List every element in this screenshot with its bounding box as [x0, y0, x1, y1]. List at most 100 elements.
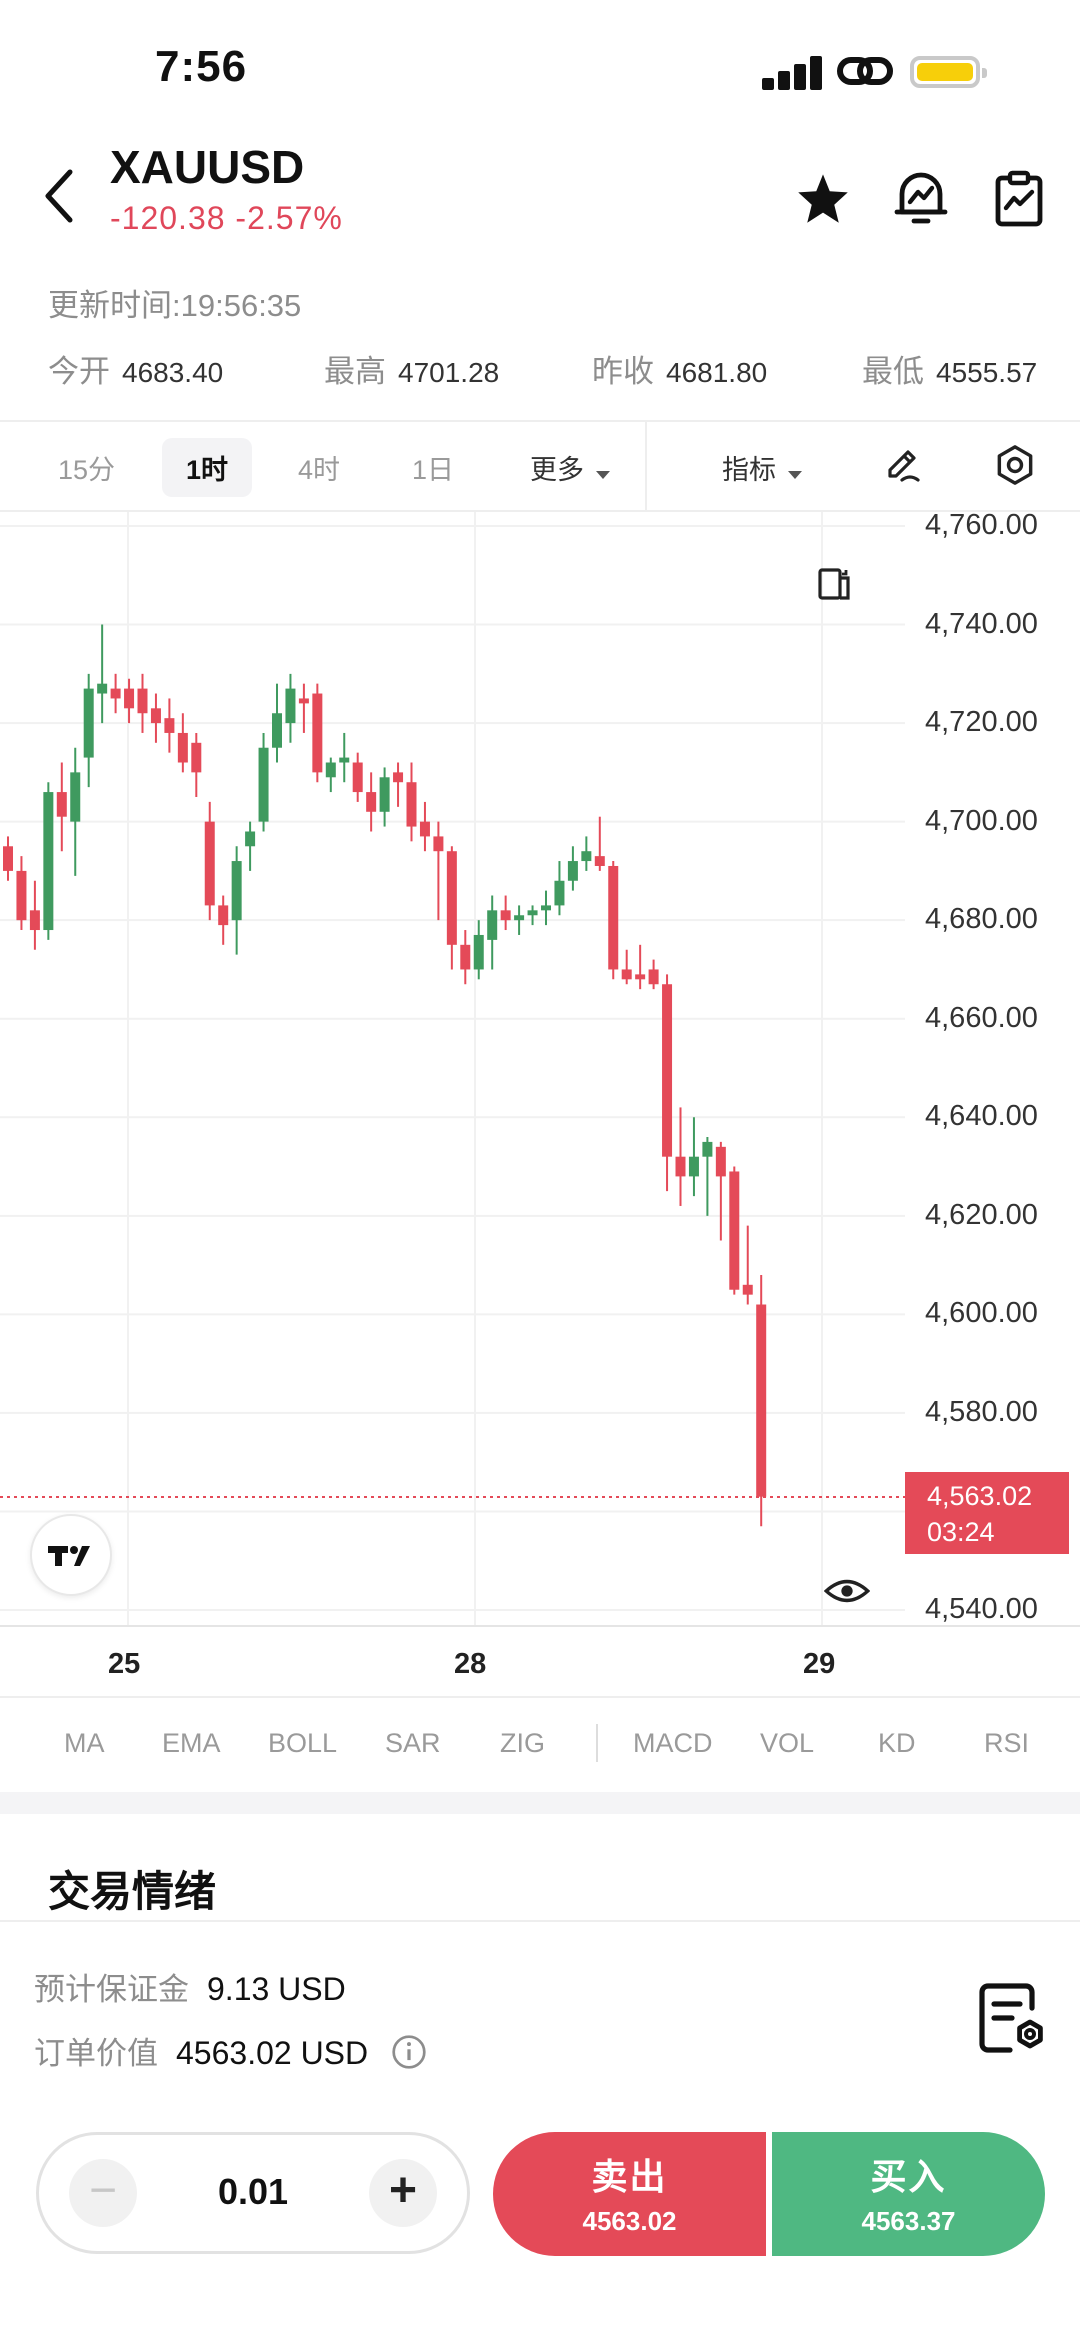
alert-icon[interactable]	[894, 168, 948, 228]
candle-body	[272, 713, 282, 748]
candle	[43, 782, 54, 940]
candle-body	[715, 1146, 726, 1177]
y-tick-label: 4,680.00	[925, 903, 1038, 936]
candle-body	[541, 905, 551, 911]
candle	[272, 683, 282, 763]
candle-body	[16, 870, 27, 921]
stat-label: 最高	[324, 354, 386, 389]
sentiment-title: 交易情绪	[48, 1868, 217, 1915]
tab-1d[interactable]: 1日	[412, 455, 455, 485]
back-icon[interactable]	[40, 166, 80, 226]
candle	[3, 836, 13, 881]
settings-icon[interactable]	[994, 444, 1036, 486]
clipboard-chart-icon[interactable]	[994, 170, 1044, 228]
candle-body	[648, 969, 659, 985]
indicator-tab-rsi[interactable]: RSI	[984, 1728, 1030, 1758]
candle	[406, 762, 417, 842]
caret-down-icon	[788, 470, 803, 479]
candle-body	[83, 688, 94, 758]
candle	[621, 949, 632, 985]
candle	[567, 846, 578, 891]
stat-label: 今开	[48, 354, 110, 389]
increase-quantity-button[interactable]: +	[369, 2159, 437, 2227]
candle-body	[352, 762, 363, 793]
indicator-tab-vol[interactable]: VOL	[760, 1728, 815, 1758]
candle	[419, 801, 430, 852]
star-icon[interactable]	[796, 172, 850, 224]
margin-value: 9.13 USD	[207, 1971, 346, 2007]
eye-icon[interactable]	[824, 1574, 870, 1608]
more-dropdown[interactable]: 更多	[530, 448, 612, 487]
indicator-tab-ma[interactable]: MA	[64, 1728, 105, 1758]
candle-body	[729, 1171, 740, 1290]
candle-body	[514, 915, 525, 921]
decrease-quantity-button[interactable]: −	[69, 2159, 137, 2227]
indicator-dropdown[interactable]: 指标	[722, 448, 804, 487]
draw-pen-icon[interactable]	[884, 446, 924, 486]
order-settings-icon[interactable]	[976, 1980, 1046, 2056]
candle	[191, 732, 202, 797]
candle	[688, 1117, 699, 1197]
candle	[83, 673, 94, 788]
stat-label: 最低	[862, 354, 924, 389]
x-tick-label: 28	[454, 1648, 487, 1680]
divider	[0, 510, 1080, 512]
more-label: 更多	[530, 455, 584, 485]
buy-label: 买入	[870, 2156, 947, 2197]
stat-open: 今开 4683.40	[48, 346, 223, 391]
candle-body	[245, 831, 256, 847]
candle-body	[43, 792, 54, 931]
divider	[0, 1696, 1080, 1698]
buy-price: 4563.37	[861, 2206, 956, 2236]
caret-down-icon	[596, 470, 611, 479]
candle	[150, 693, 161, 743]
candle	[258, 732, 269, 832]
tab-15m[interactable]: 15分	[58, 455, 116, 485]
y-tick-label: 4,540.00	[925, 1593, 1038, 1625]
candle-body	[366, 792, 377, 812]
candle-body	[675, 1156, 686, 1177]
info-icon[interactable]	[391, 2034, 427, 2070]
candle-body	[419, 821, 430, 837]
candle	[473, 920, 484, 980]
candle	[231, 846, 242, 955]
candle-body	[406, 782, 417, 827]
fullscreen-toggle-icon[interactable]	[816, 566, 852, 602]
indicator-tab-zig[interactable]: ZIG	[500, 1728, 545, 1758]
indicator-label: 指标	[722, 455, 776, 485]
buy-button[interactable]: 买入 4563.37	[772, 2132, 1045, 2256]
candle-body	[110, 688, 121, 699]
divider	[0, 1920, 1080, 1922]
candle	[594, 816, 605, 871]
candle-body	[70, 772, 81, 822]
candlestick-chart[interactable]	[0, 512, 1080, 1630]
status-time: 7:56	[155, 42, 248, 91]
candle	[648, 959, 659, 990]
y-tick-label: 4,720.00	[925, 706, 1038, 739]
indicator-tab-kd[interactable]: KD	[878, 1728, 916, 1758]
y-tick-label: 4,620.00	[925, 1198, 1038, 1231]
indicator-tab-sar[interactable]: SAR	[385, 1728, 441, 1758]
stat-value: 4681.80	[666, 357, 768, 388]
tab-4h[interactable]: 4时	[298, 455, 341, 485]
tradingview-logo[interactable]	[30, 1514, 112, 1596]
candle-body	[581, 851, 592, 862]
indicator-tab-ema[interactable]: EMA	[162, 1728, 221, 1758]
indicator-tab-macd[interactable]: MACD	[633, 1728, 713, 1758]
battery-icon	[910, 56, 987, 88]
candle	[29, 880, 40, 950]
candle-body	[473, 934, 484, 970]
order-value-label: 订单价值	[34, 2036, 158, 2071]
candle	[554, 861, 565, 916]
candle	[635, 944, 646, 990]
order-value: 4563.02 USD	[176, 2035, 369, 2071]
candle	[608, 861, 619, 980]
candle	[702, 1136, 713, 1216]
sell-button[interactable]: 卖出 4563.02	[493, 2132, 766, 2256]
candle-body	[594, 856, 605, 866]
indicator-tab-boll[interactable]: BOLL	[268, 1728, 338, 1758]
quantity-value[interactable]: 0.01	[217, 2171, 289, 2212]
candle-body	[97, 683, 108, 694]
signal-icon	[762, 56, 822, 90]
tab-1h[interactable]: 1时	[162, 438, 253, 497]
